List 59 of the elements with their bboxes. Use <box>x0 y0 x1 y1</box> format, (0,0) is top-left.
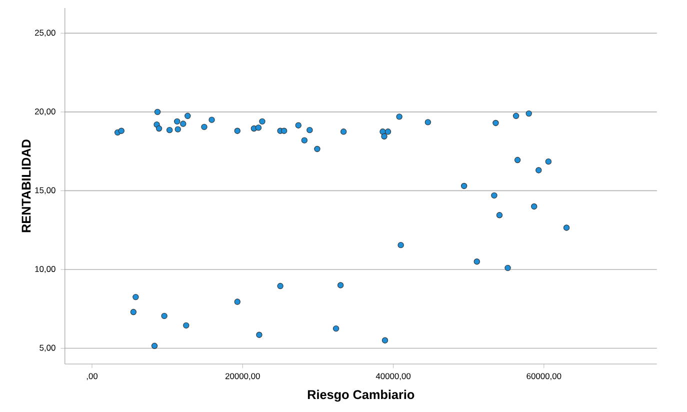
y-axis-title: RENTABILIDAD <box>22 140 31 232</box>
point <box>154 108 161 116</box>
y-tick-label: 10,00 <box>35 266 56 273</box>
y-tick-label: 25,00 <box>35 30 56 37</box>
point <box>118 128 124 134</box>
point <box>460 182 468 190</box>
point <box>531 203 538 210</box>
point <box>184 112 191 119</box>
point <box>234 298 240 305</box>
point <box>151 342 158 349</box>
point <box>301 137 308 144</box>
point <box>526 110 532 117</box>
point <box>332 325 340 332</box>
point <box>340 128 347 135</box>
point <box>166 126 173 134</box>
y-tick-label: 5,00 <box>40 344 56 352</box>
y-tick-label: 15,00 <box>35 187 56 194</box>
x-tick-label: 60000,00 <box>526 373 562 380</box>
point <box>512 112 520 119</box>
point <box>306 126 313 134</box>
point <box>201 124 208 130</box>
point <box>381 133 388 140</box>
point <box>491 192 498 199</box>
point <box>161 312 168 320</box>
point <box>183 322 190 328</box>
x-tick-label: ,00 <box>86 373 98 380</box>
point <box>234 128 240 134</box>
point <box>337 282 344 288</box>
point <box>277 282 284 290</box>
point <box>545 158 552 165</box>
point <box>156 125 162 132</box>
point <box>398 242 404 248</box>
point <box>132 294 139 300</box>
point <box>256 332 262 338</box>
point <box>514 156 521 164</box>
point <box>496 212 503 218</box>
point <box>382 337 388 344</box>
x-tick-label: 20000,00 <box>225 373 260 380</box>
point <box>563 224 570 231</box>
point <box>424 119 432 126</box>
point <box>130 308 137 316</box>
point <box>314 146 320 152</box>
point <box>208 116 215 123</box>
point <box>280 128 288 134</box>
point <box>504 264 511 271</box>
point <box>259 118 266 125</box>
point <box>396 114 402 120</box>
point <box>174 118 180 125</box>
point <box>174 126 181 132</box>
point <box>384 128 392 135</box>
point <box>255 124 262 131</box>
point <box>180 120 186 127</box>
x-axis-title: Riesgo Cambiario <box>308 390 414 402</box>
point <box>474 258 480 265</box>
point <box>295 122 302 128</box>
point <box>536 167 542 174</box>
x-tick-label: 40000,00 <box>376 373 411 380</box>
y-tick-label: 20,00 <box>35 108 56 116</box>
point <box>492 120 499 126</box>
